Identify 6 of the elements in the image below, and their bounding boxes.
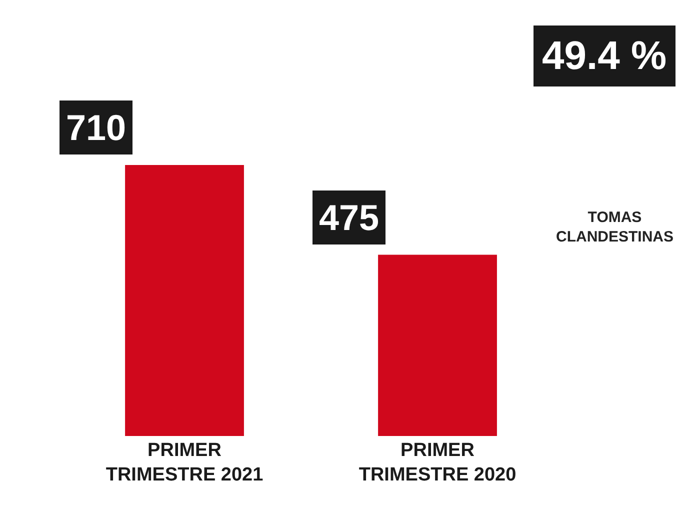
annotation: TOMAS CLANDESTINAS [556, 209, 674, 246]
x-tick-label: PRIMER TRIMESTRE 2020 [358, 440, 516, 486]
text: 49.4 % [542, 34, 667, 78]
data-label: 710 [66, 107, 126, 148]
x-tick-label: PRIMER TRIMESTRE 2021 [106, 440, 264, 486]
data-label: 475 [319, 197, 380, 238]
